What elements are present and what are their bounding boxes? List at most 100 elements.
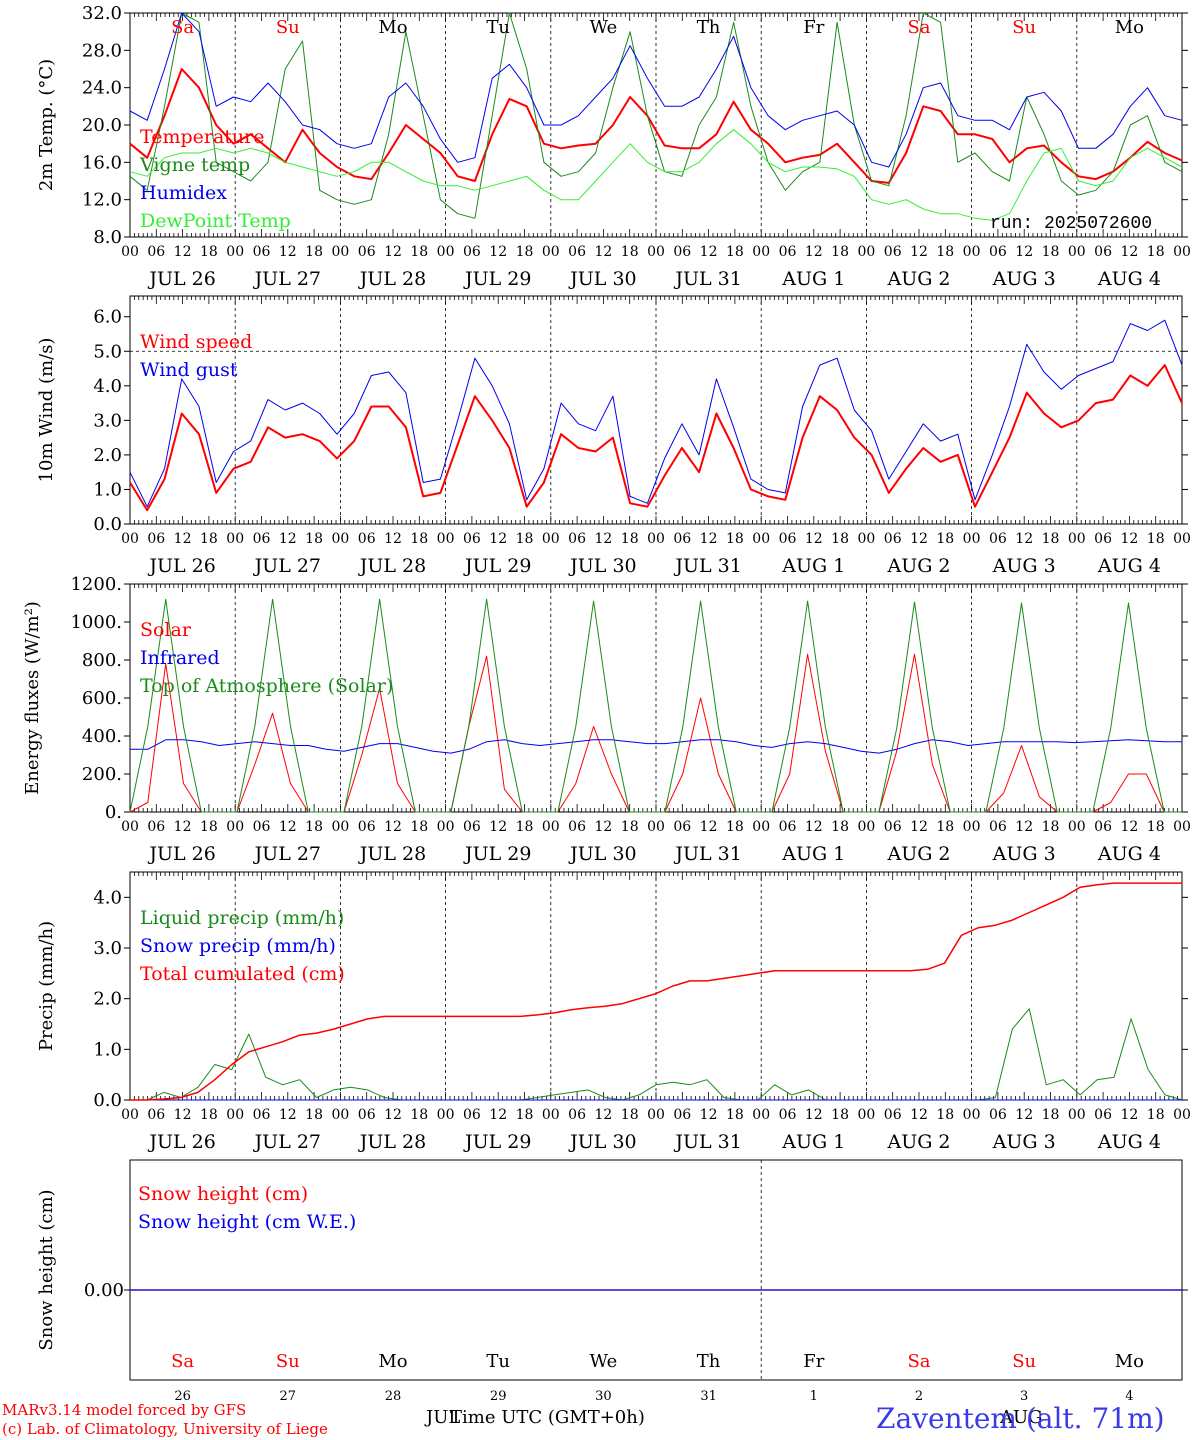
date-label: JUL 27	[253, 843, 321, 865]
hour-tick-label: 06	[147, 531, 165, 547]
hour-tick-label: 12	[1015, 244, 1033, 260]
hour-tick-label: 18	[831, 819, 849, 835]
hour-tick-label: 00	[857, 531, 875, 547]
hour-tick-label: 06	[463, 819, 481, 835]
y-tick-label: 5.0	[93, 341, 122, 362]
weekday-label: Tu	[486, 17, 510, 38]
hour-tick-label: 06	[779, 244, 797, 260]
hour-tick-label: 18	[1147, 531, 1165, 547]
hour-tick-label: 18	[410, 531, 428, 547]
hour-tick-label: 12	[910, 1107, 928, 1123]
weekday-label: We	[590, 17, 618, 38]
series-line-infrared	[130, 739, 1182, 754]
hour-tick-label: 18	[305, 1107, 323, 1123]
hour-tick-label: 06	[989, 819, 1007, 835]
hour-tick-label: 00	[857, 1107, 875, 1123]
day-number-label: 26	[174, 1389, 191, 1404]
hour-tick-label: 00	[1068, 244, 1086, 260]
hour-tick-label: 12	[489, 1107, 507, 1123]
hour-tick-label: 12	[594, 531, 612, 547]
hour-tick-label: 06	[568, 819, 586, 835]
y-tick-label: 1.0	[93, 1039, 122, 1060]
weekday-label: Th	[697, 17, 721, 38]
hour-tick-label: 12	[700, 819, 718, 835]
series-line-dewpoint-temp	[129, 129, 1183, 221]
y-tick-label: 2.0	[93, 445, 122, 466]
hour-tick-label: 12	[174, 819, 192, 835]
date-label: AUG 1	[781, 555, 845, 577]
hour-tick-label: 18	[200, 244, 218, 260]
hour-tick-label: 00	[1173, 531, 1191, 547]
date-label: AUG 4	[1097, 843, 1161, 865]
weekday-label: Sa	[907, 1351, 930, 1372]
y-tick-label: 20.0	[82, 115, 122, 136]
y-tick-label: 4.0	[93, 887, 122, 908]
hour-tick-label: 18	[200, 1107, 218, 1123]
date-label: JUL 27	[253, 1131, 321, 1153]
legend-entry: Liquid precip (mm/h)	[140, 907, 344, 929]
chart-panel-2: 0.0 1.0 2.0 3.0 4.0 5.0 6.0 10m Wind (m/s) Wind …	[36, 295, 1191, 577]
hour-tick-label: 06	[568, 531, 586, 547]
day-number-label: 1	[810, 1389, 818, 1404]
chart-panel-1: 8.0 12.0 16.0 20.0 24.0 28.0 32.0 2m Temp. (°C)…	[36, 3, 1191, 290]
date-label: JUL 28	[358, 843, 426, 865]
hour-tick-label: 12	[1120, 819, 1138, 835]
hour-tick-label: 06	[147, 1107, 165, 1123]
hour-tick-label: 18	[726, 531, 744, 547]
day-number-label: 27	[280, 1389, 297, 1404]
series-line-top-of-atmosphere-solar-	[129, 598, 1182, 813]
y-axis-label: Precip (mm/h)	[36, 921, 57, 1051]
hour-tick-label: 06	[673, 1107, 691, 1123]
weekday-label: Su	[276, 1351, 300, 1372]
date-label: JUL 29	[463, 268, 531, 290]
date-label: JUL 29	[463, 1131, 531, 1153]
date-label: AUG 1	[781, 1131, 845, 1153]
chart-panel-4: 0.0 1.0 2.0 3.0 4.0 Precip (mm/h) Liquid preci…	[36, 871, 1191, 1153]
hour-tick-label: 12	[1120, 531, 1138, 547]
hour-tick-label: 12	[489, 531, 507, 547]
month-label-jul: JUL	[424, 1407, 460, 1428]
hour-tick-label: 00	[647, 244, 665, 260]
hour-tick-label: 12	[805, 531, 823, 547]
y-tick-label: 0.0	[93, 514, 122, 535]
hour-tick-label: 06	[358, 1107, 376, 1123]
hour-tick-label: 12	[700, 244, 718, 260]
hour-tick-label: 18	[726, 244, 744, 260]
hour-tick-label: 18	[516, 819, 534, 835]
date-label: AUG 3	[992, 1131, 1056, 1153]
hour-tick-label: 00	[1068, 531, 1086, 547]
hour-tick-label: 06	[463, 244, 481, 260]
hour-tick-label: 00	[542, 531, 560, 547]
series-line-temperature	[129, 68, 1183, 184]
panel-frame	[129, 12, 1183, 238]
hour-tick-label: 18	[621, 531, 639, 547]
hour-tick-label: 12	[384, 244, 402, 260]
day-number-label: 2	[915, 1389, 923, 1404]
weekday-label: Sa	[171, 1351, 194, 1372]
chart-panel-3: 0. 200. 400. 600. 800. 1000. 1200. Energy fluxe…	[22, 574, 1191, 865]
hour-tick-label: 18	[1042, 531, 1060, 547]
hour-tick-label: 00	[752, 531, 770, 547]
date-label: AUG 4	[1097, 1131, 1161, 1153]
weekday-label: Sa	[171, 17, 194, 38]
date-label: JUL 26	[147, 843, 215, 865]
date-label: JUL 29	[463, 843, 531, 865]
hour-tick-label: 00	[542, 244, 560, 260]
date-label: AUG 4	[1097, 268, 1161, 290]
legend-entry: Infrared	[140, 647, 220, 669]
hour-tick-label: 12	[489, 244, 507, 260]
day-number-label: 30	[595, 1389, 612, 1404]
hour-tick-label: 00	[963, 531, 981, 547]
weekday-label: Mo	[1115, 17, 1144, 38]
date-label: JUL 31	[673, 1131, 741, 1153]
hour-tick-label: 06	[147, 819, 165, 835]
y-tick-label: 28.0	[82, 40, 122, 61]
hour-tick-label: 12	[279, 1107, 297, 1123]
hour-tick-label: 00	[542, 819, 560, 835]
hour-tick-label: 06	[1094, 244, 1112, 260]
hour-tick-label: 00	[437, 244, 455, 260]
hour-tick-label: 00	[226, 1107, 244, 1123]
hour-tick-label: 06	[673, 244, 691, 260]
date-label: JUL 30	[568, 555, 636, 577]
date-label: JUL 28	[358, 1131, 426, 1153]
